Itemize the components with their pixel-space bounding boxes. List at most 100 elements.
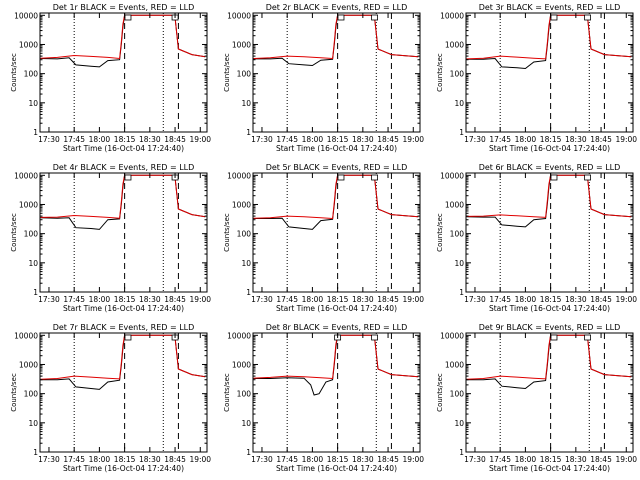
- panel-title: Det 2r BLACK = Events, RED = LLD: [266, 3, 408, 12]
- x-tick-label: 18:15: [114, 295, 136, 304]
- y-tick-label: 1: [459, 128, 464, 137]
- y-tick-label: 10000: [14, 331, 38, 340]
- x-tick-label: 18:30: [565, 455, 587, 464]
- x-tick-label: 17:30: [38, 455, 60, 464]
- x-tick-label: 18:15: [540, 455, 562, 464]
- x-tick-label: 19:00: [189, 295, 211, 304]
- x-tick-label: 19:00: [615, 455, 637, 464]
- y-axis-label: Counts/sec: [10, 373, 18, 412]
- y-tick-label: 100: [24, 70, 39, 79]
- y-tick-label: 1: [33, 288, 38, 297]
- saturation-marker: [584, 174, 592, 181]
- y-tick-label: 1000: [19, 200, 38, 209]
- x-tick-label: 17:30: [464, 135, 486, 144]
- x-tick-label: 18:00: [302, 455, 324, 464]
- saturation-marker: [371, 14, 379, 21]
- x-tick-label: 18:30: [565, 135, 587, 144]
- y-tick-label: 10000: [227, 331, 251, 340]
- saturation-marker: [124, 334, 132, 341]
- x-tick-label: 17:30: [38, 135, 60, 144]
- y-tick-label: 10000: [440, 11, 464, 20]
- lld-series-line: [466, 14, 632, 60]
- x-tick-label: 18:45: [377, 135, 399, 144]
- x-axis-label: Start Time (16-Oct-04 17:24:40): [276, 144, 397, 153]
- x-tick-label: 17:45: [276, 295, 298, 304]
- y-tick-label: 100: [450, 230, 465, 239]
- x-tick-label: 18:30: [352, 295, 374, 304]
- lld-series-line: [253, 334, 419, 380]
- y-axis-label: Counts/sec: [10, 53, 18, 92]
- y-tick-label: 1: [33, 128, 38, 137]
- panel-title: Det 4r BLACK = Events, RED = LLD: [53, 163, 195, 172]
- y-tick-label: 1000: [445, 200, 464, 209]
- x-tick-label: 18:30: [139, 295, 161, 304]
- saturation-marker: [337, 14, 345, 21]
- x-tick-label: 17:30: [38, 295, 60, 304]
- x-tick-label: 18:00: [89, 135, 111, 144]
- x-tick-label: 17:45: [489, 455, 511, 464]
- panel-title: Det 6r BLACK = Events, RED = LLD: [479, 163, 621, 172]
- x-tick-label: 18:45: [377, 455, 399, 464]
- x-tick-label: 19:00: [615, 135, 637, 144]
- x-tick-label: 17:45: [63, 455, 85, 464]
- x-tick-label: 19:00: [615, 295, 637, 304]
- y-tick-label: 1: [246, 128, 251, 137]
- x-axis-label: Start Time (16-Oct-04 17:24:40): [489, 144, 610, 153]
- x-tick-label: 17:45: [63, 135, 85, 144]
- x-tick-label: 18:30: [139, 135, 161, 144]
- x-tick-label: 17:45: [276, 135, 298, 144]
- x-tick-label: 19:00: [402, 455, 424, 464]
- x-tick-label: 18:30: [565, 295, 587, 304]
- plot-frame: [39, 332, 208, 453]
- y-tick-label: 10: [28, 419, 38, 428]
- x-tick-label: 18:45: [164, 295, 186, 304]
- y-tick-label: 10000: [14, 171, 38, 180]
- plot-frame: [39, 172, 208, 293]
- x-tick-label: 18:15: [114, 455, 136, 464]
- y-tick-label: 10000: [14, 11, 38, 20]
- saturation-marker: [371, 334, 379, 341]
- x-axis-label: Start Time (16-Oct-04 17:24:40): [276, 464, 397, 473]
- x-tick-label: 18:00: [515, 295, 537, 304]
- y-axis-label: Counts/sec: [10, 213, 18, 252]
- x-axis-label: Start Time (16-Oct-04 17:24:40): [63, 144, 184, 153]
- y-tick-label: 1: [33, 448, 38, 457]
- saturation-marker: [550, 334, 558, 341]
- saturation-marker: [124, 174, 132, 181]
- y-tick-label: 1000: [232, 200, 251, 209]
- y-tick-label: 100: [24, 230, 39, 239]
- y-tick-label: 10000: [440, 171, 464, 180]
- y-tick-label: 1000: [19, 40, 38, 49]
- y-tick-label: 10: [454, 419, 464, 428]
- y-tick-label: 100: [450, 390, 465, 399]
- saturation-marker: [124, 14, 132, 21]
- x-tick-label: 18:00: [515, 135, 537, 144]
- y-tick-label: 1000: [19, 360, 38, 369]
- x-tick-label: 18:45: [377, 295, 399, 304]
- y-tick-label: 10: [454, 259, 464, 268]
- y-axis-label: Counts/sec: [223, 53, 231, 92]
- x-tick-label: 18:30: [352, 135, 374, 144]
- detector-panel: Det 1r BLACK = Events, RED = LLD 1 10 100 10…: [10, 3, 211, 153]
- y-tick-label: 1000: [232, 40, 251, 49]
- plot-frame: [252, 12, 421, 133]
- detector-panel: Det 6r BLACK = Events, RED = LLD 1 10 100 10…: [436, 163, 637, 313]
- x-tick-label: 17:30: [464, 295, 486, 304]
- y-tick-label: 100: [24, 390, 39, 399]
- lld-series-line: [40, 174, 206, 219]
- y-tick-label: 100: [237, 390, 252, 399]
- panel-title: Det 5r BLACK = Events, RED = LLD: [266, 163, 408, 172]
- y-tick-label: 10: [241, 99, 251, 108]
- x-tick-label: 19:00: [402, 135, 424, 144]
- x-axis-label: Start Time (16-Oct-04 17:24:40): [276, 304, 397, 313]
- x-axis-label: Start Time (16-Oct-04 17:24:40): [63, 304, 184, 313]
- panel-title: Det 9r BLACK = Events, RED = LLD: [479, 323, 621, 332]
- x-tick-label: 18:30: [139, 455, 161, 464]
- x-tick-label: 17:30: [251, 295, 273, 304]
- y-tick-label: 10000: [227, 11, 251, 20]
- lld-series-line: [253, 174, 419, 220]
- saturation-marker: [584, 334, 592, 341]
- x-tick-label: 18:15: [540, 295, 562, 304]
- x-tick-label: 19:00: [189, 455, 211, 464]
- plot-frame: [39, 12, 208, 133]
